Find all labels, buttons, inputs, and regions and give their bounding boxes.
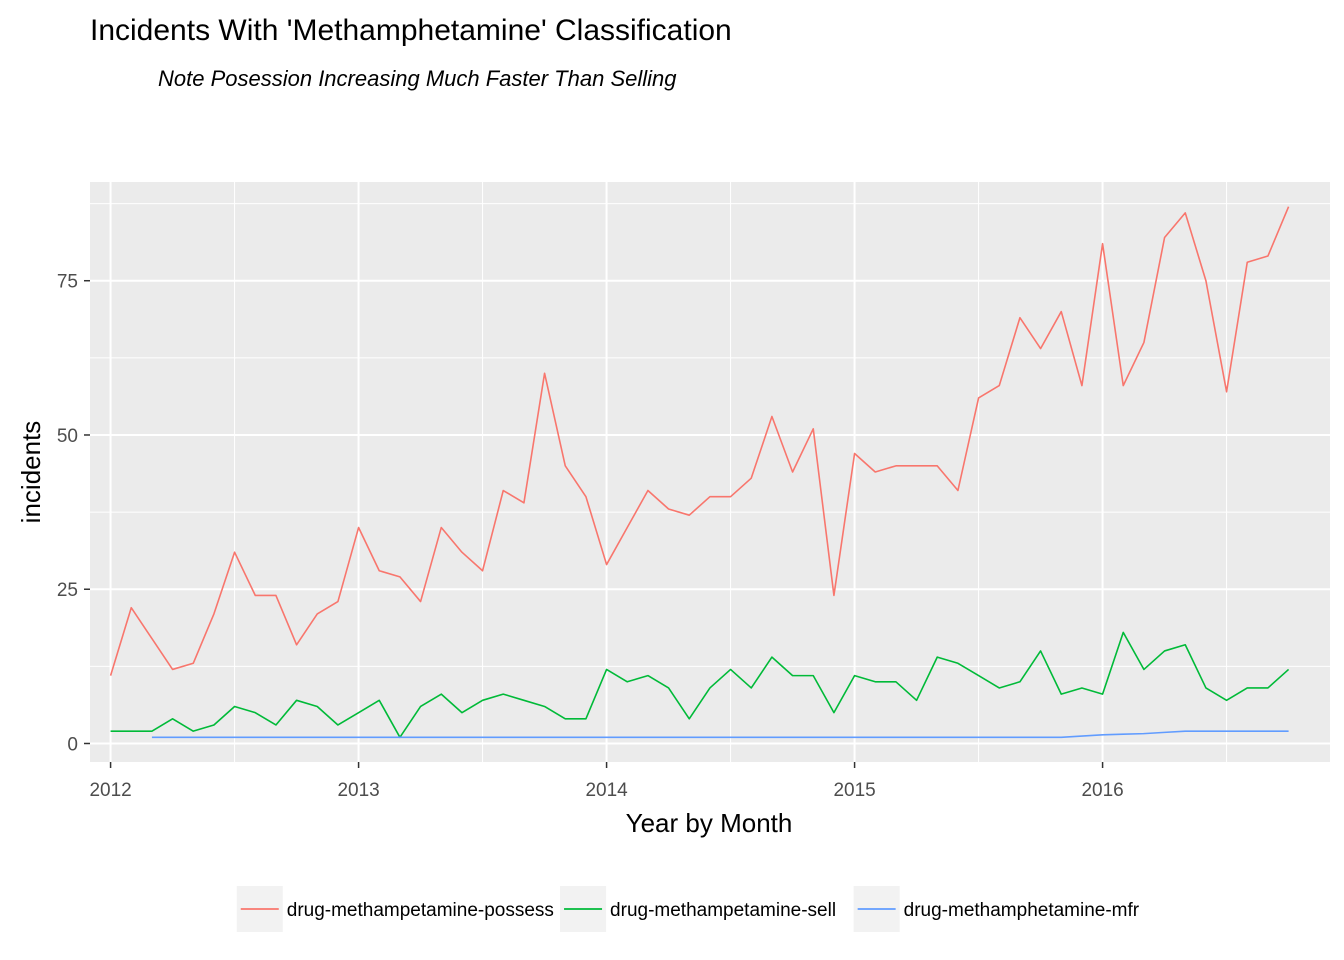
y-tick-label: 0 bbox=[67, 734, 78, 755]
grid-major bbox=[90, 182, 1330, 762]
series-line-drug-methampetamine-possess bbox=[109, 206, 1290, 676]
legend-label: drug-methampetamine-possess bbox=[287, 900, 554, 921]
series-lines bbox=[109, 206, 1290, 739]
legend-label: drug-methampetamine-sell bbox=[610, 900, 836, 921]
x-tick-label: 2014 bbox=[585, 780, 628, 801]
x-tick-label: 2013 bbox=[337, 780, 379, 801]
series-line-drug-methampetamine-sell bbox=[110, 631, 1290, 739]
legend-item-drug-methampetamine-sell: drug-methampetamine-sell bbox=[560, 886, 836, 932]
legend-label: drug-methamphetamine-mfr bbox=[904, 900, 1140, 921]
y-tick-label: 25 bbox=[57, 580, 78, 601]
y-axis-label: incidents bbox=[16, 421, 46, 524]
legend-item-drug-methamphetamine-mfr: drug-methamphetamine-mfr bbox=[853, 886, 1140, 932]
legend-item-drug-methampetamine-possess: drug-methampetamine-possess bbox=[236, 886, 554, 932]
y-tick-label: 50 bbox=[57, 426, 78, 447]
chart-title: Incidents With 'Methamphetamine' Classif… bbox=[90, 14, 732, 47]
x-axis-label: Year by Month bbox=[626, 808, 793, 838]
chart-subtitle: Note Posession Increasing Much Faster Th… bbox=[158, 66, 677, 91]
x-tick-label: 2015 bbox=[833, 780, 875, 801]
plot-panel bbox=[90, 182, 1330, 762]
series-line-drug-methamphetamine-mfr bbox=[151, 730, 1289, 739]
x-tick-label: 2012 bbox=[89, 780, 131, 801]
legend: drug-methampetamine-possess drug-methampe… bbox=[236, 886, 1140, 932]
grid-minor bbox=[90, 182, 1330, 762]
x-axis: 2012 2013 2014 2015 2016 bbox=[89, 762, 1124, 801]
x-tick-label: 2016 bbox=[1081, 780, 1123, 801]
y-axis: 0 25 50 75 bbox=[57, 272, 90, 755]
y-tick-label: 75 bbox=[57, 272, 78, 293]
